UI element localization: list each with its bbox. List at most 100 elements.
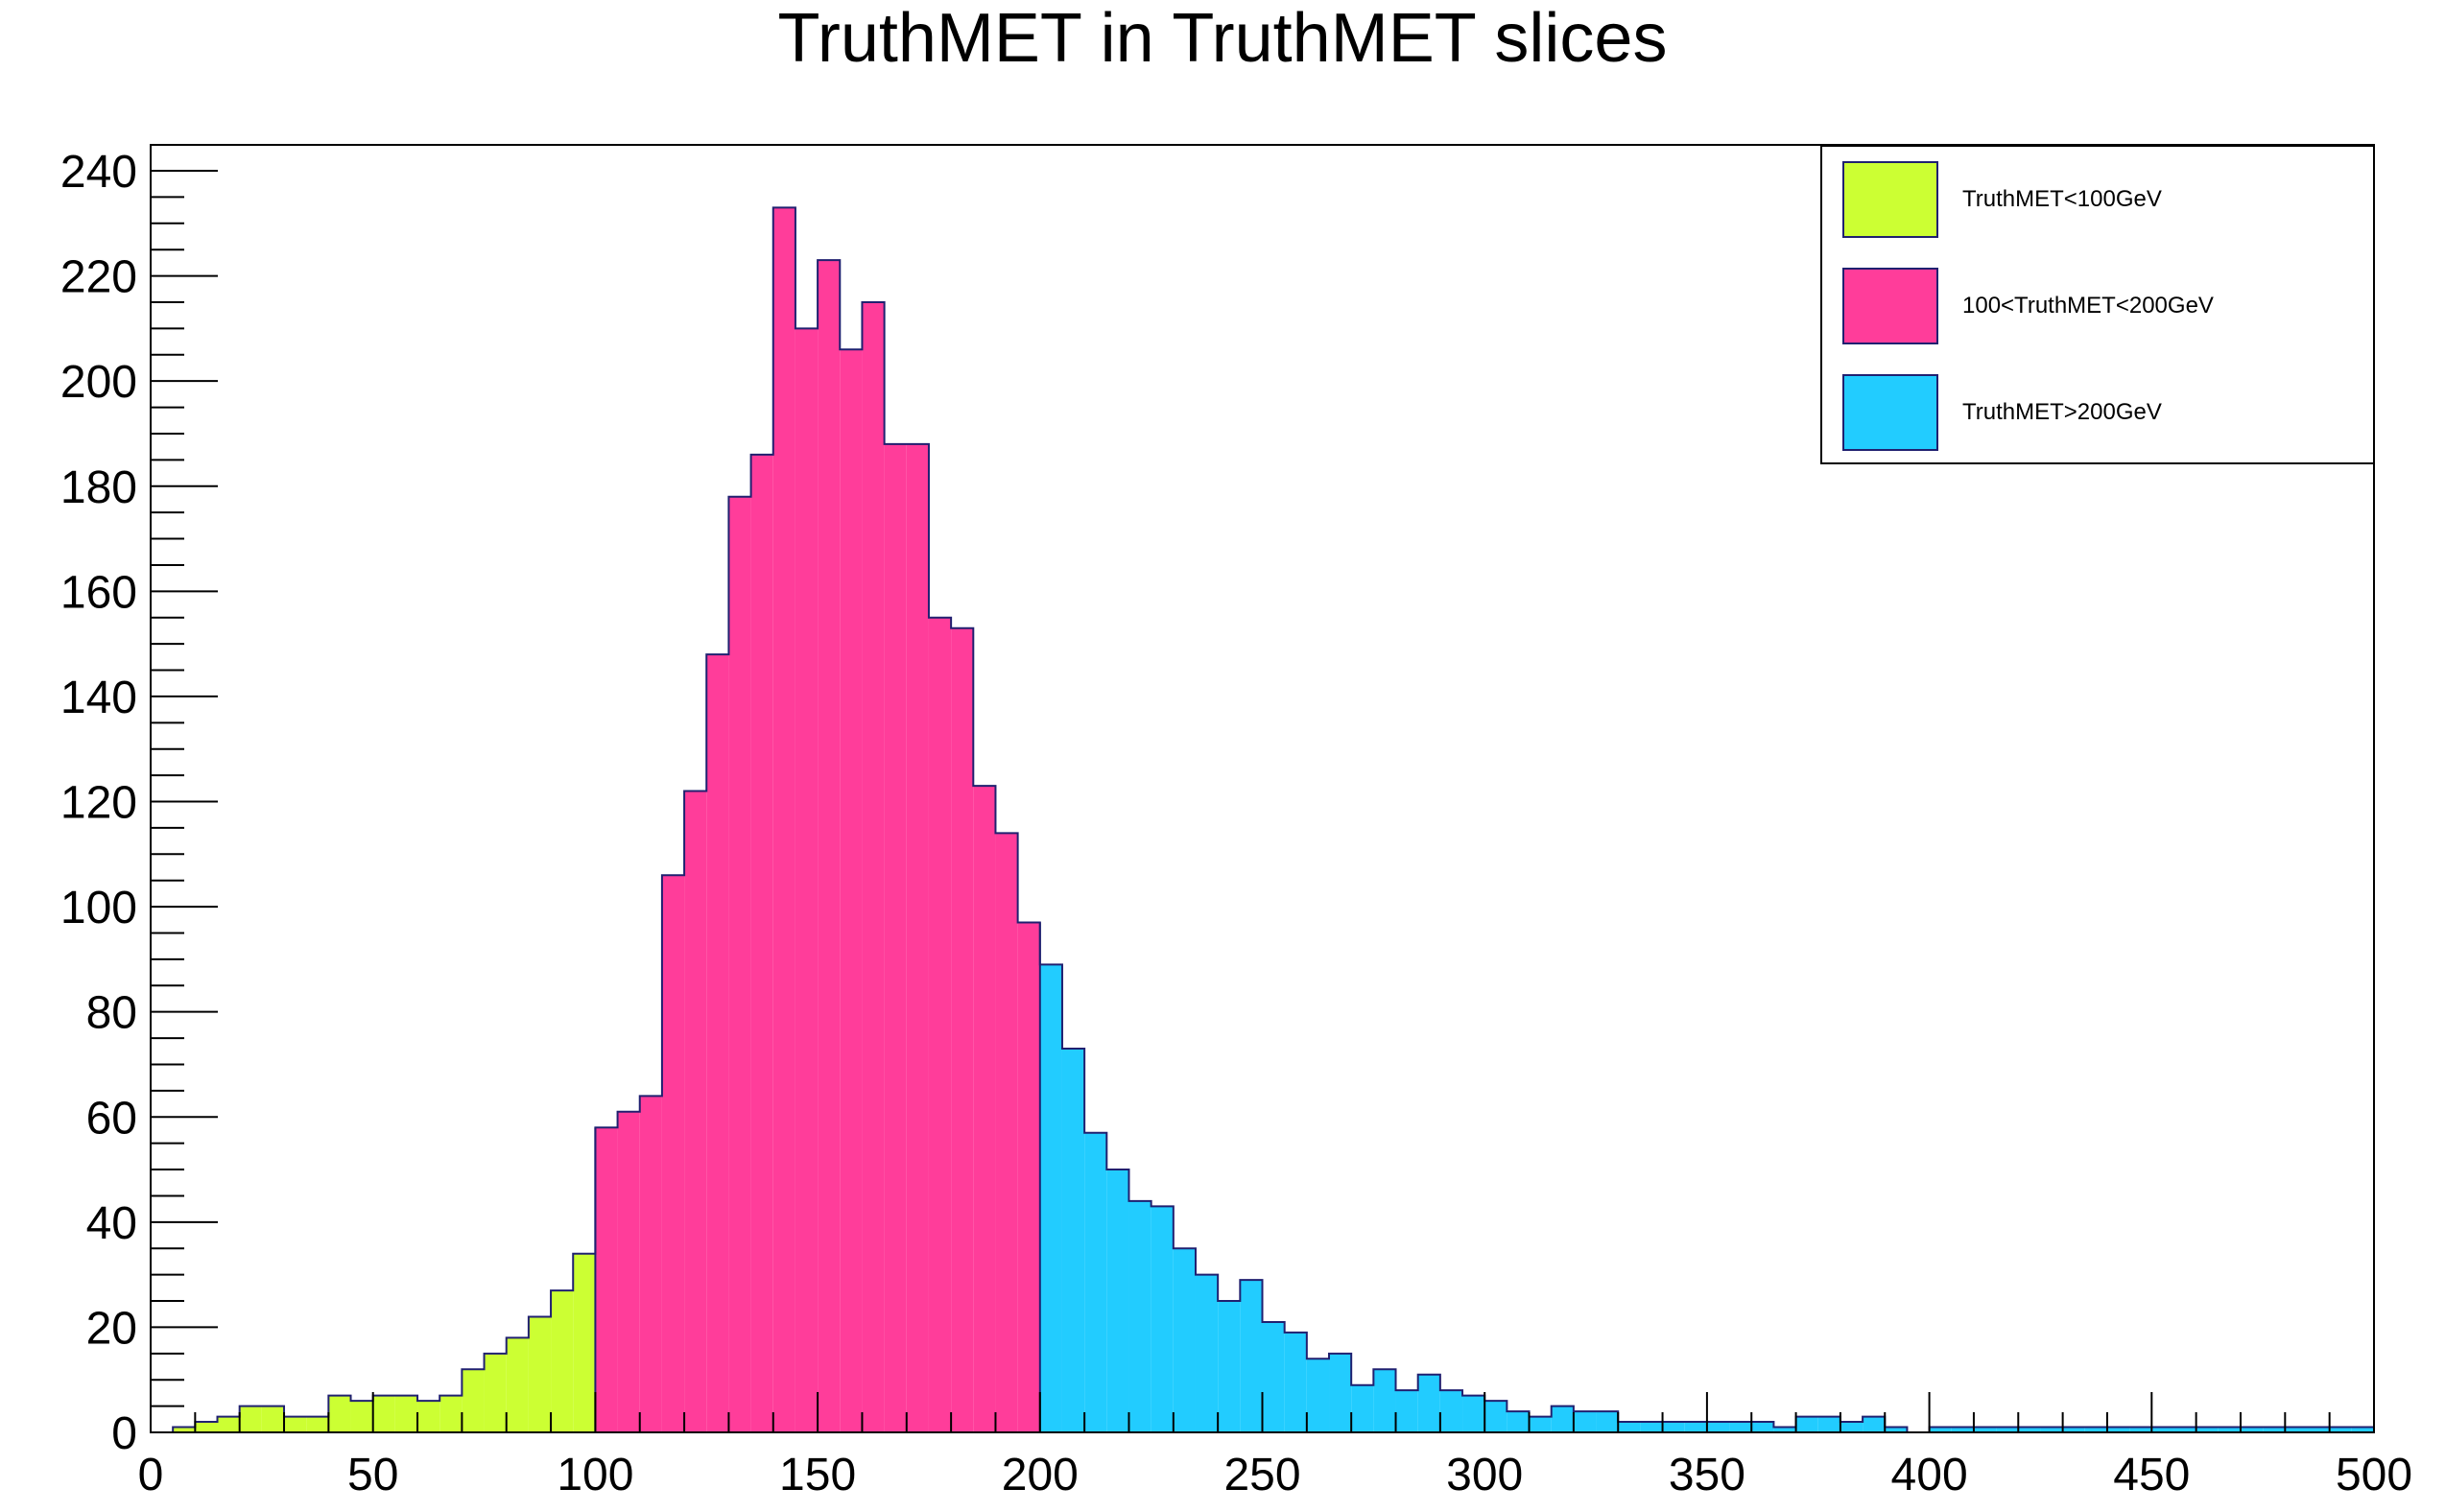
histogram-bar: [306, 1416, 329, 1432]
histogram-bar: [2040, 1427, 2063, 1432]
x-tick-label: 450: [2113, 1450, 2190, 1500]
histogram-bar: [995, 833, 1018, 1432]
histogram-bar: [2062, 1427, 2085, 1432]
histogram-bar: [2285, 1427, 2308, 1432]
histogram-bar: [2151, 1427, 2174, 1432]
legend-entry-high: TruthMET>200GeV: [1822, 374, 2373, 451]
histogram-bar: [1106, 1169, 1129, 1432]
histogram-bar: [1840, 1422, 1863, 1432]
y-tick-label: 80: [86, 988, 137, 1039]
histogram-bar: [1795, 1416, 1818, 1432]
histogram-bar: [1218, 1301, 1241, 1432]
y-tick-label: 60: [86, 1093, 137, 1144]
histogram-bar: [1773, 1427, 1796, 1432]
y-tick-label: 0: [111, 1408, 137, 1459]
histogram-bar: [1706, 1422, 1730, 1432]
x-tick-label: 500: [2336, 1450, 2412, 1500]
histogram-bar: [173, 1427, 196, 1432]
histogram-bar: [217, 1416, 240, 1432]
histogram-bar: [1507, 1411, 1530, 1432]
histogram-bar: [1863, 1416, 1886, 1432]
histogram-bar: [840, 349, 863, 1433]
legend-label-mid: 100<TruthMET<200GeV: [1962, 293, 2214, 319]
histogram-bar: [1195, 1274, 1219, 1432]
x-axis-tick-labels: 0 50 100 150 200 250 300 350 400 450 500: [138, 1450, 2412, 1500]
legend-label-high: TruthMET>200GeV: [1962, 399, 2162, 425]
axis-ticks: [150, 170, 2375, 1433]
histogram-bar: [2084, 1427, 2107, 1432]
histogram-bar: [928, 617, 952, 1432]
histogram-bar: [595, 1127, 618, 1432]
histogram-bar: [1996, 1427, 2019, 1432]
histogram-bar: [1084, 1132, 1107, 1432]
x-tick-label: 300: [1446, 1450, 1523, 1500]
x-tick-label: 0: [138, 1450, 164, 1500]
histogram-bar: [1973, 1427, 1997, 1432]
histogram-bars: [173, 207, 2374, 1433]
chart-title: TruthMET in TruthMET slices: [777, 0, 1668, 77]
histogram-outlines: [151, 206, 2375, 1433]
histogram-bar: [2307, 1427, 2330, 1432]
histogram-bar: [1395, 1390, 1418, 1432]
histogram-bar: [1618, 1422, 1641, 1432]
histogram-bar: [2018, 1427, 2041, 1432]
x-tick-label: 200: [1002, 1450, 1079, 1500]
histogram-bar: [684, 791, 707, 1432]
histogram-bar: [1817, 1416, 1840, 1432]
histogram-bar: [818, 260, 841, 1432]
histogram-bar: [2129, 1427, 2152, 1432]
histogram-bar: [2218, 1427, 2241, 1432]
histogram-bar: [1039, 964, 1062, 1432]
histogram-bar: [239, 1406, 262, 1432]
histogram-bar: [261, 1406, 285, 1432]
histogram-bar: [1373, 1369, 1396, 1432]
histogram-bar: [1128, 1200, 1151, 1432]
histogram-bar: [1351, 1384, 1374, 1432]
histogram-bar: [1061, 1049, 1085, 1432]
histogram-bar: [772, 207, 795, 1433]
histogram-bar: [906, 443, 929, 1433]
histogram-bar: [394, 1395, 418, 1432]
x-tick-label: 150: [779, 1450, 856, 1500]
x-tick-label: 100: [557, 1450, 633, 1500]
histogram-bar: [1951, 1427, 1974, 1432]
y-tick-label: 200: [60, 357, 137, 408]
histogram-bar: [1529, 1416, 1552, 1432]
histogram-bar: [617, 1111, 640, 1432]
y-tick-label: 20: [86, 1303, 137, 1354]
legend-swatch-mid: [1842, 268, 1938, 344]
histogram-bar: [372, 1395, 395, 1432]
histogram-bar: [1017, 922, 1040, 1432]
y-axis-tick-labels: 0 20 40 60 80 100 120 140 160 180 200 220 240: [60, 147, 137, 1459]
histogram-bar: [951, 627, 974, 1432]
y-tick-label: 100: [60, 883, 137, 933]
histogram-bar: [1929, 1427, 1952, 1432]
histogram-bar: [1640, 1422, 1663, 1432]
y-tick-label: 180: [60, 462, 137, 513]
histogram-bar: [1751, 1422, 1774, 1432]
histogram-bar: [551, 1290, 574, 1432]
histogram-bar: [284, 1416, 307, 1432]
histogram-bar: [462, 1369, 485, 1432]
histogram-bar: [1262, 1321, 1285, 1432]
histogram-bar: [2329, 1427, 2352, 1432]
y-tick-label: 40: [86, 1198, 137, 1249]
histogram-bar: [1885, 1427, 1908, 1432]
histogram-bar: [1439, 1390, 1463, 1432]
histogram-bar: [528, 1316, 552, 1432]
histogram-bar: [1284, 1332, 1307, 1432]
histogram-bar: [1729, 1422, 1752, 1432]
histogram-bar: [706, 654, 729, 1432]
y-tick-label: 120: [60, 778, 137, 829]
histogram-bar: [439, 1395, 463, 1432]
histogram-bar: [750, 454, 773, 1432]
histogram-bar: [484, 1353, 507, 1432]
histogram-bar: [328, 1395, 351, 1432]
histogram-bar: [1462, 1395, 1485, 1432]
histogram-bar: [573, 1253, 596, 1432]
histogram-bar: [661, 875, 685, 1432]
legend-entry-low: TruthMET<100GeV: [1822, 161, 2373, 238]
histogram-bar: [1662, 1422, 1685, 1432]
x-tick-label: 50: [347, 1450, 398, 1500]
